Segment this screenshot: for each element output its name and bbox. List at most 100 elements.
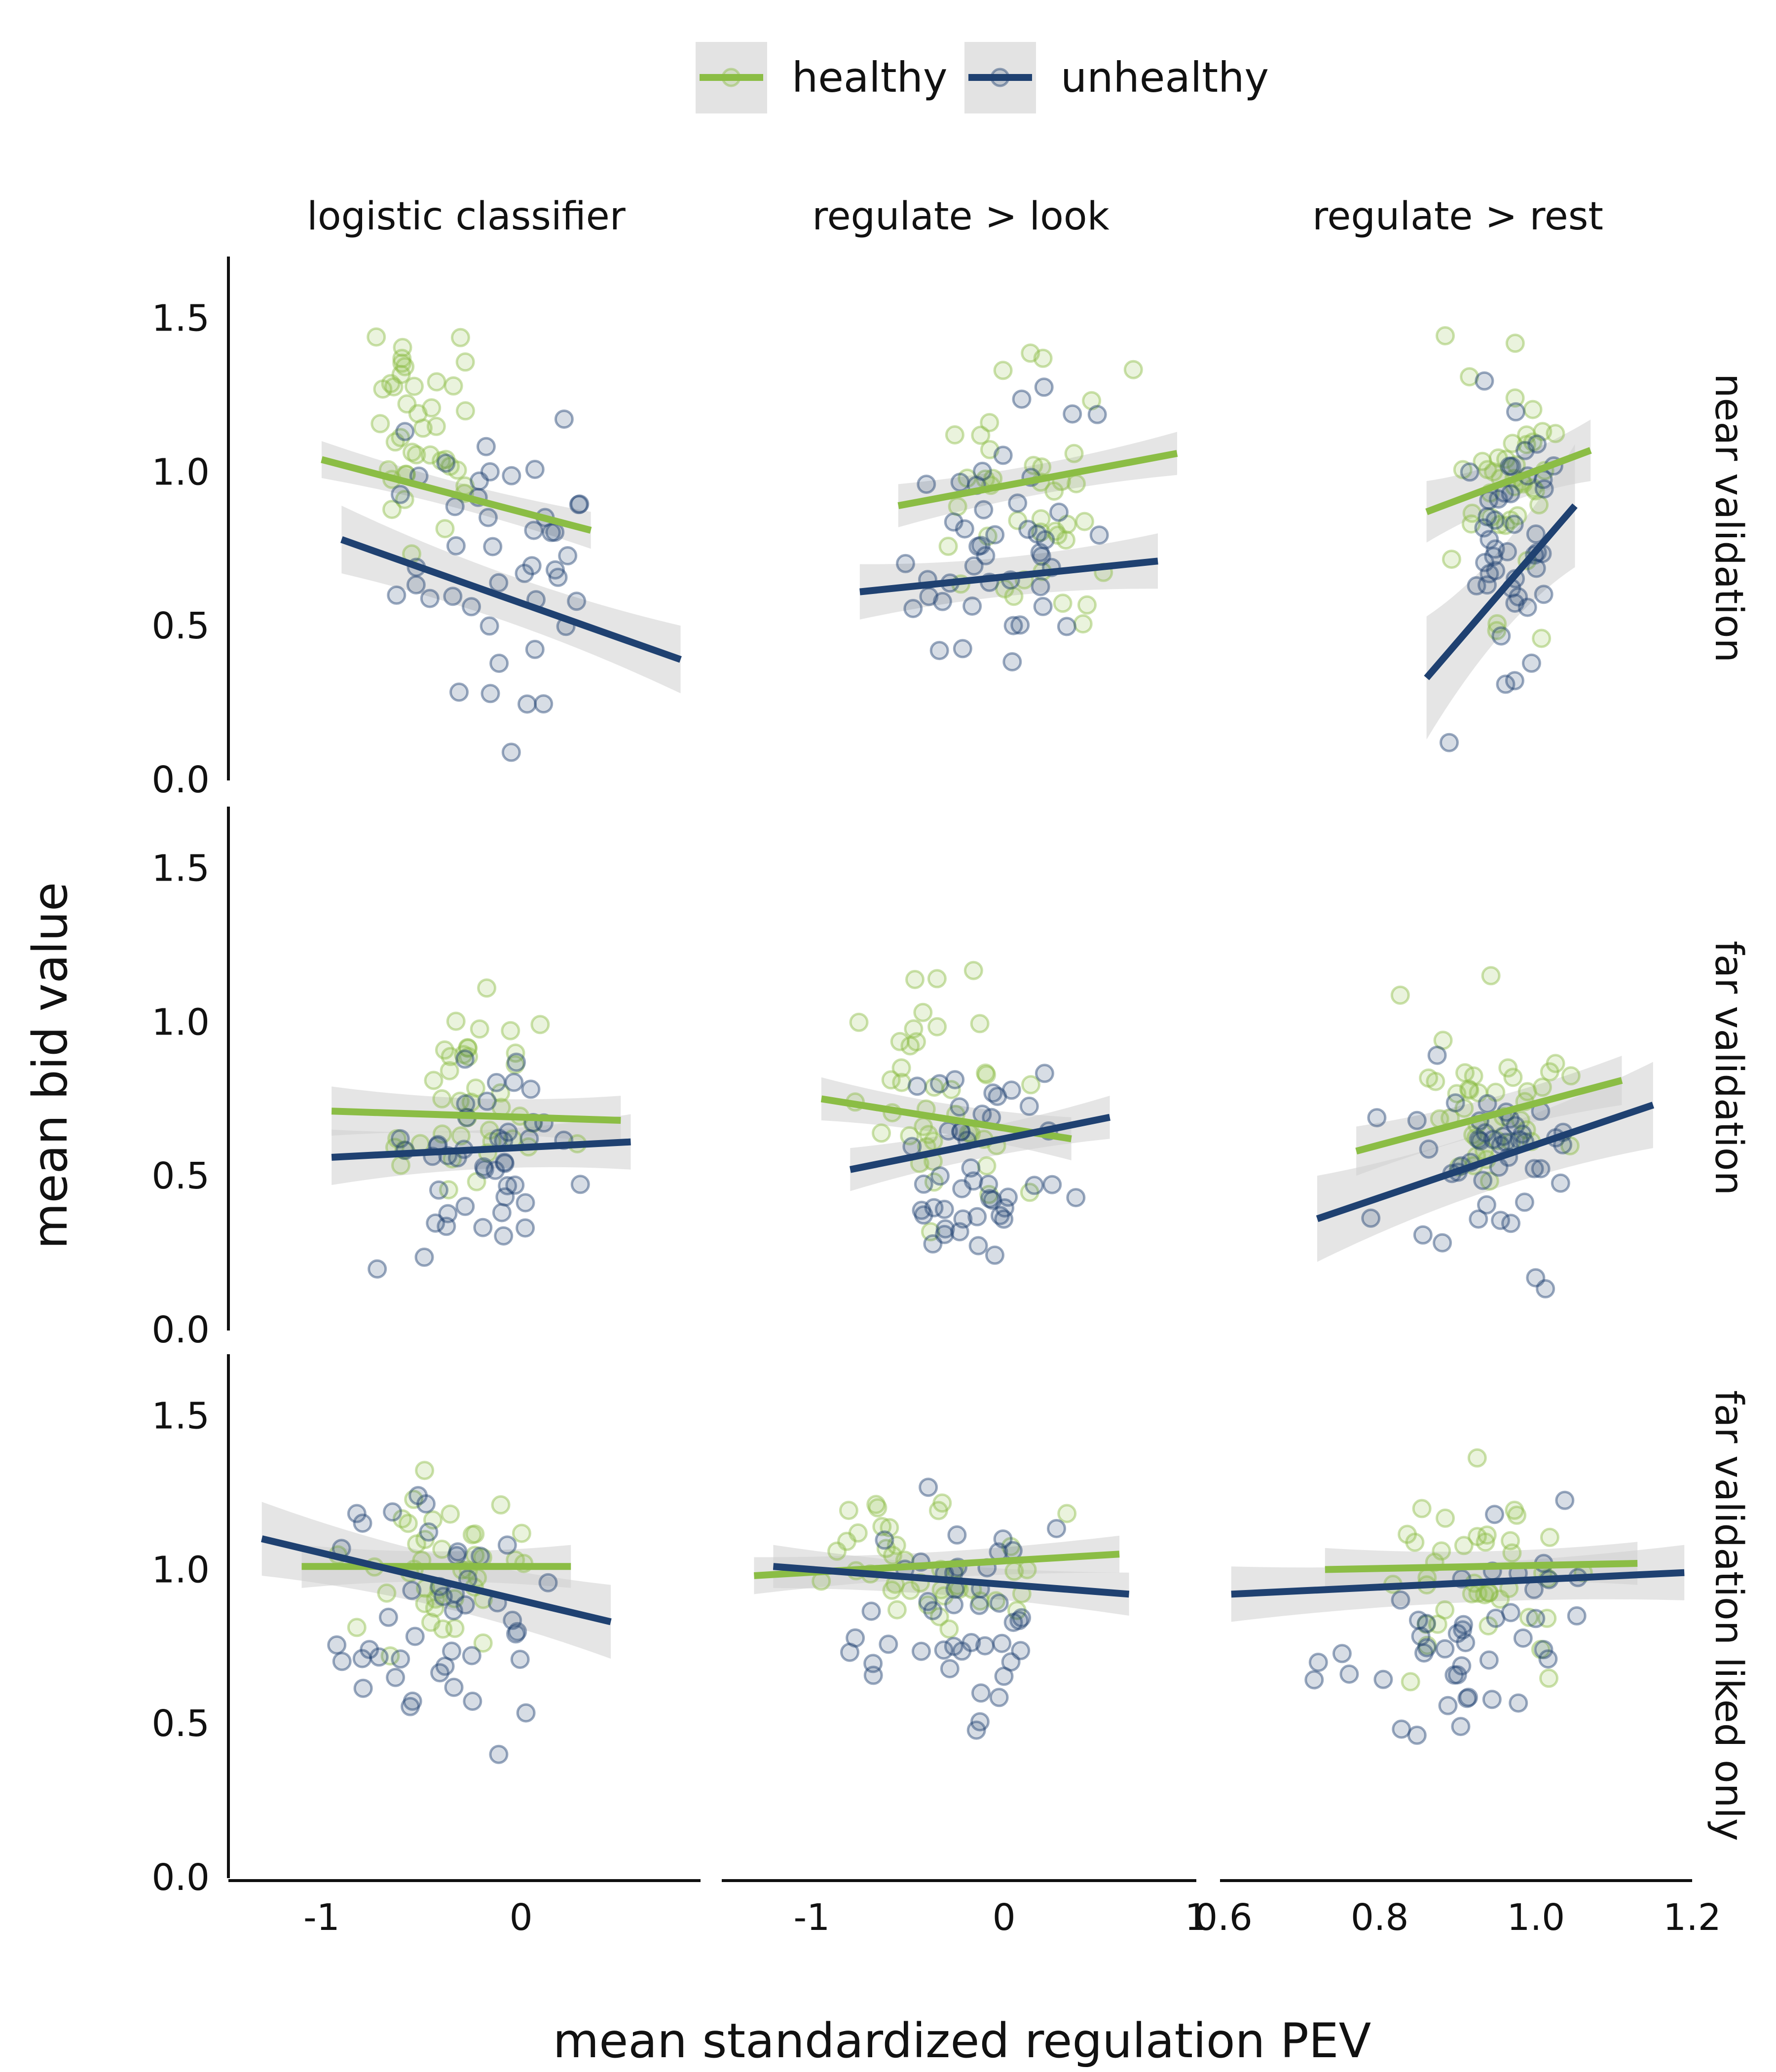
point-unhealthy bbox=[420, 589, 440, 608]
point-healthy bbox=[387, 1129, 407, 1148]
x-tick-label: 0 bbox=[993, 1896, 1016, 1939]
point-unhealthy bbox=[940, 1659, 960, 1678]
point-unhealthy bbox=[1009, 1611, 1029, 1630]
point-healthy bbox=[1057, 515, 1077, 534]
point-healthy bbox=[1017, 1560, 1037, 1580]
point-unhealthy bbox=[475, 1160, 494, 1180]
point-healthy bbox=[876, 1539, 896, 1558]
point-healthy bbox=[491, 1495, 511, 1515]
point-unhealthy bbox=[863, 1654, 883, 1673]
point-healthy bbox=[1503, 434, 1522, 453]
point-unhealthy bbox=[480, 616, 499, 636]
point-unhealthy bbox=[1033, 596, 1053, 616]
point-unhealthy bbox=[1486, 1608, 1506, 1628]
point-healthy bbox=[1476, 1532, 1495, 1552]
point-unhealthy bbox=[1456, 1633, 1476, 1653]
point-unhealthy bbox=[495, 1153, 515, 1173]
point-unhealthy bbox=[1453, 1620, 1473, 1640]
point-unhealthy bbox=[1484, 547, 1504, 566]
point-healthy bbox=[392, 1509, 412, 1529]
point-healthy bbox=[402, 443, 422, 462]
point-unhealthy bbox=[498, 1176, 518, 1195]
y-axis-title: mean bid value bbox=[23, 882, 78, 1249]
point-healthy bbox=[404, 1489, 424, 1509]
point-healthy bbox=[1560, 1136, 1580, 1155]
point-unhealthy bbox=[1454, 1615, 1473, 1634]
point-unhealthy bbox=[988, 1086, 1007, 1106]
point-unhealthy bbox=[1500, 456, 1519, 476]
point-unhealthy bbox=[933, 592, 952, 611]
point-unhealthy bbox=[1089, 525, 1109, 545]
point-healthy bbox=[1419, 1068, 1439, 1088]
point-unhealthy bbox=[480, 462, 500, 481]
point-healthy bbox=[924, 1172, 944, 1192]
point-unhealthy bbox=[327, 1635, 347, 1655]
point-healthy bbox=[891, 1058, 911, 1078]
point-unhealthy bbox=[455, 1049, 475, 1069]
point-unhealthy bbox=[1452, 1656, 1472, 1676]
point-unhealthy bbox=[1496, 674, 1516, 694]
point-healthy bbox=[1496, 449, 1516, 469]
point-unhealthy bbox=[1036, 530, 1055, 550]
y-tick-label: 1.0 bbox=[151, 1549, 210, 1591]
point-unhealthy bbox=[1509, 587, 1528, 607]
point-healthy bbox=[432, 1089, 452, 1109]
point-unhealthy bbox=[914, 1205, 933, 1225]
point-unhealthy bbox=[875, 1530, 894, 1550]
point-unhealthy bbox=[1493, 1127, 1513, 1146]
point-healthy bbox=[976, 1063, 996, 1083]
point-healthy bbox=[393, 337, 412, 357]
point-healthy bbox=[501, 1021, 520, 1040]
point-unhealthy bbox=[1534, 479, 1554, 499]
point-unhealthy bbox=[1474, 518, 1494, 538]
point-healthy bbox=[1487, 614, 1507, 633]
regression-line-unhealthy bbox=[1424, 503, 1578, 680]
point-healthy bbox=[1508, 506, 1527, 525]
point-unhealthy bbox=[1517, 597, 1537, 617]
point-healthy bbox=[995, 579, 1014, 599]
point-unhealthy bbox=[506, 1624, 525, 1644]
point-unhealthy bbox=[972, 461, 992, 481]
point-healthy bbox=[1463, 1125, 1483, 1145]
point-healthy bbox=[381, 374, 401, 394]
point-unhealthy bbox=[1414, 1643, 1434, 1663]
point-healthy bbox=[1467, 1448, 1487, 1468]
point-healthy bbox=[1487, 1131, 1507, 1150]
point-healthy bbox=[948, 497, 967, 517]
point-unhealthy bbox=[985, 525, 1005, 545]
point-healthy bbox=[980, 413, 999, 433]
point-healthy bbox=[921, 1222, 940, 1242]
point-unhealthy bbox=[495, 1152, 514, 1172]
point-unhealthy bbox=[947, 1525, 967, 1545]
point-unhealthy bbox=[929, 641, 949, 661]
point-unhealthy bbox=[516, 1218, 535, 1238]
point-unhealthy bbox=[1440, 733, 1459, 752]
point-unhealthy bbox=[944, 1636, 963, 1656]
point-unhealthy bbox=[445, 497, 465, 517]
point-healthy bbox=[1481, 508, 1501, 527]
point-unhealthy bbox=[1567, 1606, 1587, 1626]
point-unhealthy bbox=[1445, 1093, 1465, 1113]
point-healthy bbox=[1460, 367, 1480, 387]
point-healthy bbox=[445, 1589, 464, 1609]
point-unhealthy bbox=[1427, 1045, 1447, 1065]
point-healthy bbox=[849, 1012, 869, 1032]
point-healthy bbox=[1459, 1079, 1479, 1099]
point-unhealthy bbox=[483, 537, 503, 556]
point-unhealthy bbox=[990, 1206, 1010, 1225]
point-healthy bbox=[963, 961, 983, 980]
point-unhealthy bbox=[1471, 1131, 1490, 1151]
point-healthy bbox=[1053, 593, 1073, 613]
point-healthy bbox=[427, 372, 446, 392]
point-unhealthy bbox=[1531, 1159, 1551, 1179]
point-healthy bbox=[913, 1002, 933, 1022]
point-unhealthy bbox=[1451, 1717, 1471, 1737]
point-unhealthy bbox=[1526, 524, 1546, 544]
regression-line-healthy bbox=[897, 450, 1178, 509]
point-healthy bbox=[887, 1535, 906, 1555]
row-strip-label: far validation bbox=[1706, 941, 1751, 1195]
point-unhealthy bbox=[401, 1697, 420, 1716]
point-unhealthy bbox=[498, 1122, 518, 1142]
point-healthy bbox=[1523, 478, 1543, 498]
point-healthy bbox=[866, 1495, 886, 1515]
